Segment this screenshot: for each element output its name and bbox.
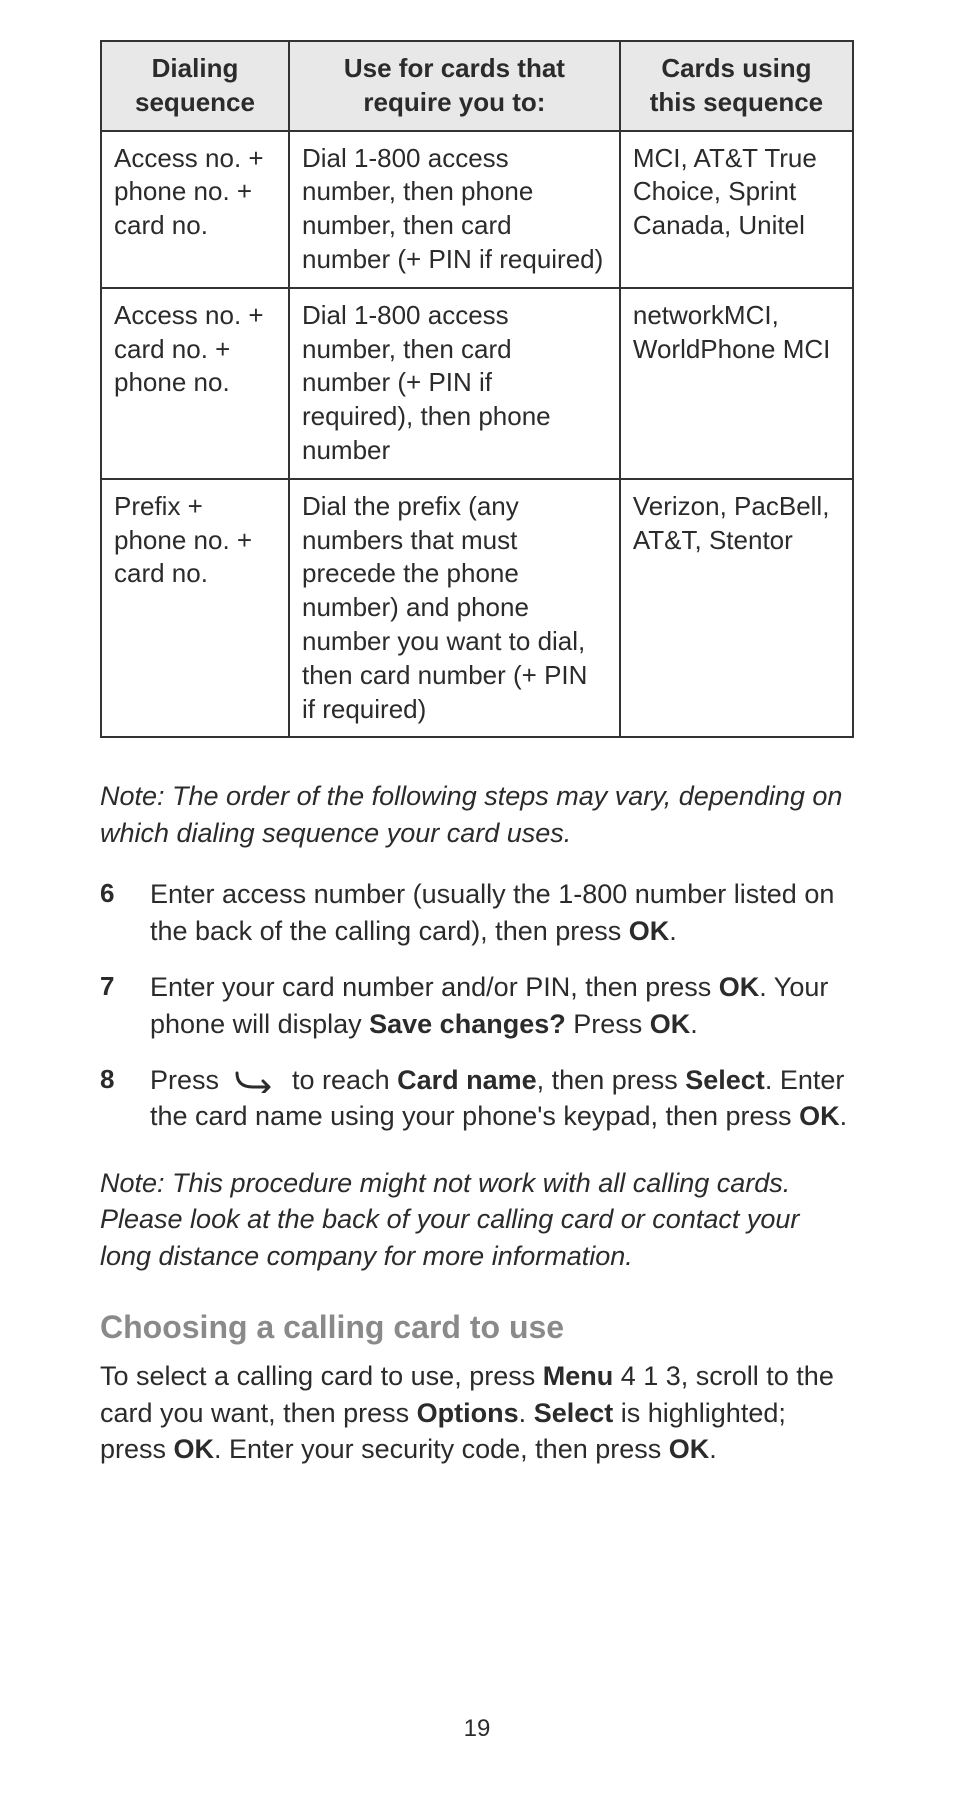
card-name-label: Card name [397,1065,537,1095]
section-heading-choosing-card: Choosing a calling card to use [100,1309,854,1346]
manual-page: Dialing sequence Use for cards that requ… [0,0,954,1803]
menu-label: Menu [543,1361,614,1391]
scroll-down-arrow-icon [233,1069,279,1093]
ok-label: OK [669,1434,710,1464]
cell-usage: Dial 1-800 access number, then card numb… [289,288,620,479]
body-paragraph: To select a calling card to use, press M… [100,1358,854,1467]
step-text: . [690,1009,698,1039]
options-label: Options [417,1398,519,1428]
header-text: Dialing [152,53,239,83]
body-text: . Enter your security code, then press [214,1434,669,1464]
select-label: Select [685,1065,765,1095]
header-text: require you to: [363,87,545,117]
header-dialing-sequence: Dialing sequence [101,41,289,131]
step-text: Press [150,1065,227,1095]
table-row: Prefix + phone no. + card no. Dial the p… [101,479,853,738]
step-text: . [669,916,677,946]
select-label: Select [534,1398,614,1428]
body-text: . [709,1434,717,1464]
header-cards-using: Cards using this sequence [620,41,853,131]
cell-sequence: Prefix + phone no. + card no. [101,479,289,738]
page-number: 19 [0,1715,954,1743]
table-row: Access no. + phone no. + card no. Dial 1… [101,131,853,288]
ok-label: OK [799,1101,840,1131]
body-text: . [519,1398,534,1428]
header-text: Cards using [661,53,811,83]
header-text: Use for cards that [344,53,565,83]
dialing-sequence-table: Dialing sequence Use for cards that requ… [100,40,854,738]
ok-label: OK [174,1434,215,1464]
cell-sequence: Access no. + card no. + phone no. [101,288,289,479]
cell-sequence: Access no. + phone no. + card no. [101,131,289,288]
step-text: , then press [537,1065,686,1095]
table-row: Access no. + card no. + phone no. Dial 1… [101,288,853,479]
cell-cards: Verizon, PacBell, AT&T, Stentor [620,479,853,738]
step-text: . [840,1101,848,1131]
cell-cards: networkMCI, WorldPhone MCI [620,288,853,479]
body-text: To select a calling card to use, press [100,1361,543,1391]
step-text: Enter your card number and/or PIN, then … [150,972,719,1002]
ok-label: OK [719,972,760,1002]
header-use-for: Use for cards that require you to: [289,41,620,131]
header-text: sequence [135,87,255,117]
note-order-may-vary: Note: The order of the following steps m… [100,778,854,851]
note-may-not-work: Note: This procedure might not work with… [100,1165,854,1274]
save-changes-label: Save changes? [369,1009,566,1039]
step-8: Press to reach Card name, then press Sel… [100,1062,854,1135]
ok-label: OK [650,1009,691,1039]
step-6: Enter access number (usually the 1-800 n… [100,876,854,949]
step-7: Enter your card number and/or PIN, then … [100,969,854,1042]
step-text: to reach [285,1065,398,1095]
cell-cards: MCI, AT&T True Choice, Sprint Canada, Un… [620,131,853,288]
steps-list: Enter access number (usually the 1-800 n… [100,876,854,1135]
step-text: Enter access number (usually the 1-800 n… [150,879,834,945]
ok-label: OK [629,916,670,946]
step-text: Press [566,1009,650,1039]
header-text: this sequence [650,87,823,117]
cell-usage: Dial the prefix (any numbers that must p… [289,479,620,738]
table-header-row: Dialing sequence Use for cards that requ… [101,41,853,131]
cell-usage: Dial 1-800 access number, then phone num… [289,131,620,288]
